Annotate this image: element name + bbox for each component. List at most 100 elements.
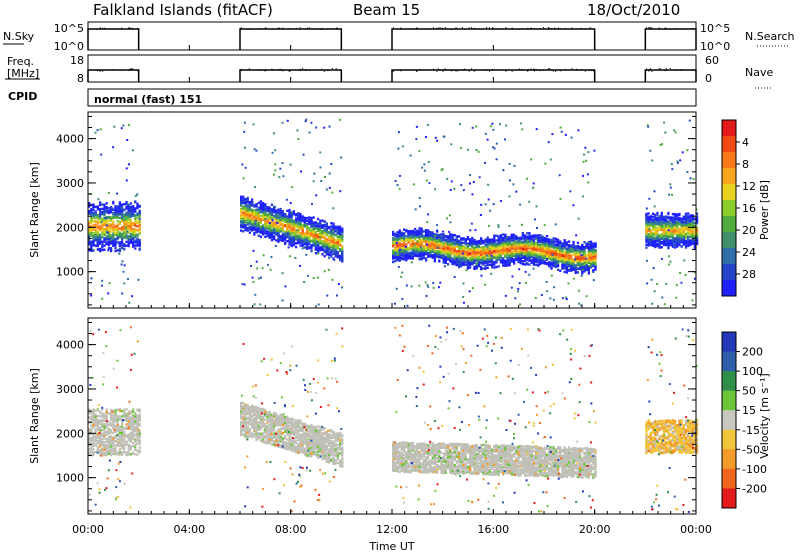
power-cell: [504, 246, 507, 250]
nave-dot: [649, 68, 651, 70]
nave-dot: [592, 70, 594, 72]
power-cell: [284, 238, 287, 241]
power-cell: [257, 212, 260, 215]
power-cell: [321, 231, 324, 235]
power-cell: [132, 240, 135, 243]
power-cell: [112, 232, 115, 235]
power-cell: [499, 246, 502, 250]
power-cell: [339, 225, 342, 229]
power-cell: [94, 244, 97, 247]
power-cell: [94, 233, 97, 237]
power-cell: [398, 235, 401, 238]
nsky-dot: [271, 28, 273, 30]
power-cell: [96, 232, 99, 236]
power-cell: [420, 253, 423, 256]
power-cell: [325, 233, 328, 236]
power-cell: [330, 245, 333, 249]
power-cell: [314, 233, 317, 237]
power-cell: [526, 257, 529, 260]
power-cell: [488, 247, 491, 251]
power-cell: [506, 240, 509, 244]
power-cell: [136, 229, 139, 232]
power-cell: [330, 230, 333, 233]
power-cell: [268, 234, 271, 237]
power-cell: [517, 260, 520, 263]
power-cell: [101, 223, 104, 226]
power-cell: [88, 247, 91, 251]
power-cell: [416, 230, 419, 234]
power-cell: [244, 210, 247, 214]
nsky-dot: [128, 27, 130, 29]
power-cell: [299, 227, 302, 230]
power-cell: [125, 244, 128, 247]
power-cell: [543, 252, 546, 255]
power-cell: [103, 219, 106, 222]
power-cell: [288, 212, 291, 215]
power-cell: [398, 231, 401, 234]
power-cell: [407, 238, 410, 241]
power-cell: [552, 253, 555, 256]
nsky-dot: [138, 28, 140, 30]
power-cell: [319, 219, 322, 223]
power-cell: [264, 216, 267, 219]
power-cell: [310, 221, 313, 225]
nave-dot: [547, 68, 549, 70]
power-cell: [308, 230, 311, 234]
power-cell: [473, 241, 476, 244]
power-cell: [257, 216, 260, 219]
power-cell: [319, 247, 322, 250]
power-cell: [488, 242, 491, 246]
power-cell: [121, 227, 124, 231]
power-cell: [546, 248, 549, 252]
power-cell: [530, 255, 533, 258]
power-cell: [312, 238, 315, 241]
power-cell: [101, 212, 104, 215]
power-cell: [427, 232, 430, 235]
power-cell: [554, 243, 557, 246]
power-cell: [297, 222, 300, 226]
power-cell: [499, 251, 502, 254]
power-cell: [323, 224, 326, 227]
power-cell: [462, 258, 465, 262]
power-cell: [405, 229, 408, 232]
power-cell: [411, 239, 414, 243]
power-cell: [400, 248, 403, 252]
nave-dot: [450, 70, 452, 72]
nsky-dot: [132, 27, 134, 29]
power-cell: [442, 250, 445, 254]
power-cell: [455, 236, 458, 239]
power-cell: [136, 202, 139, 206]
power-cell: [532, 253, 535, 257]
power-cell: [473, 261, 476, 264]
power-cell: [299, 218, 302, 221]
power-cell: [286, 220, 289, 223]
power-cell: [466, 246, 469, 250]
power-cell: [246, 229, 249, 232]
power-cell: [433, 240, 436, 243]
power-cell: [277, 208, 280, 211]
power-cell: [418, 253, 421, 256]
power-cell: [425, 247, 428, 251]
power-cell: [110, 208, 113, 211]
nsky-dot: [589, 27, 591, 29]
power-cell: [288, 229, 291, 232]
nave-dot: [302, 68, 304, 70]
nave-dot: [278, 68, 280, 70]
power-cell: [524, 258, 527, 261]
power-cell: [321, 226, 324, 229]
power-cell: [292, 220, 295, 223]
nsky-dot: [468, 27, 470, 29]
power-cell: [264, 207, 267, 211]
power-cell: [499, 235, 502, 239]
power-cell: [292, 223, 295, 226]
power-cell: [484, 248, 487, 251]
power-cell: [317, 226, 320, 230]
power-cell: [336, 235, 339, 239]
power-cell: [499, 234, 502, 237]
power-cell: [392, 244, 395, 248]
power-cell: [246, 201, 249, 204]
power-cell: [469, 266, 472, 269]
power-cell: [125, 221, 128, 225]
power-cell: [266, 219, 269, 222]
